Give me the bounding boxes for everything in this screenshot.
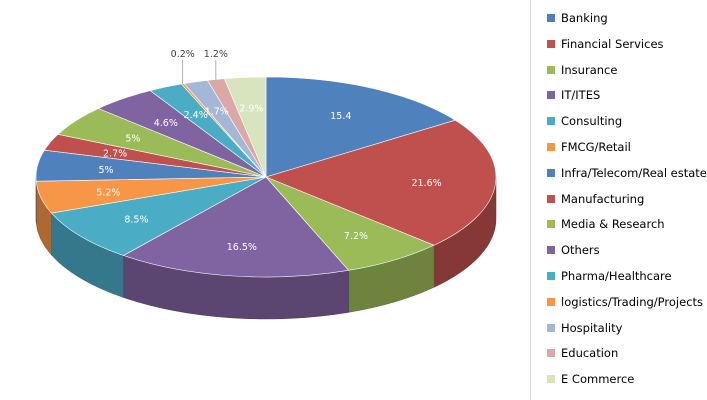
legend-label-infra-telecom-real-estate: Infra/Telecom/Real estate: [561, 165, 707, 180]
legend-item-e-commerce: E Commerce: [547, 370, 634, 388]
legend-label-logistics-trading-projects: logistics/Trading/Projects: [561, 294, 704, 309]
legend-item-infra-telecom-real-estate: Infra/Telecom/Real estate: [547, 164, 707, 182]
legend-label-manufacturing: Manufacturing: [561, 191, 645, 206]
slice-financial-services: [265, 119, 497, 246]
slice-e-commerce: [223, 76, 267, 178]
legend-swatch-banking: [547, 14, 555, 22]
pie-chart-svg: 15.4 21.6% 7.2% 16.5% 8.5% 5.2% 5% 2.7% 5% 4.6% 2.…: [35, 49, 497, 320]
legend-swatch-e-commerce: [547, 375, 555, 384]
legend-item-pharma-healthcare: Pharma/Healthcare: [547, 267, 672, 285]
legend-item-insurance: Insurance: [547, 61, 617, 79]
legend-item-financial-services: Financial Services: [547, 35, 664, 53]
slice-label-it-ites: 16.5%: [227, 242, 257, 253]
slice-label-education: 1.2%: [204, 49, 228, 60]
legend-label-it-ites: IT/ITES: [561, 88, 601, 103]
legend-label-financial-services: Financial Services: [561, 36, 664, 51]
legend-label-pharma-healthcare: Pharma/Healthcare: [561, 269, 672, 283]
legend-label-fmcg-retail: FMCG/Retail: [561, 140, 631, 154]
legend-label-consulting: Consulting: [561, 114, 623, 129]
slice-label-financial-services: 21.6%: [411, 178, 441, 189]
legend-swatch-it-ites: [547, 91, 555, 100]
slice-label-logistics-trading-projects: 0.2%: [171, 49, 195, 60]
pie-slices: [35, 76, 497, 278]
legend-item-manufacturing: Manufacturing: [547, 190, 644, 208]
slice-label-manufacturing: 2.7%: [103, 149, 127, 160]
legend-label-education: Education: [561, 346, 619, 361]
slice-it-ites: [122, 176, 350, 278]
legend-swatch-financial-services: [547, 39, 555, 48]
legend-swatch-manufacturing: [547, 194, 555, 203]
legend-label-hospitality: Hospitality: [561, 320, 623, 335]
legend-label-others: Others: [561, 243, 600, 258]
slice-label-media-research: 5%: [125, 134, 140, 145]
legend-swatch-fmcg-retail: [547, 143, 555, 151]
legend-swatch-logistics-trading-projects: [547, 297, 555, 306]
slice-label-infra-telecom-real-estate: 5%: [99, 165, 114, 176]
legend-swatch-consulting: [547, 117, 555, 126]
legend-label-banking: Banking: [561, 11, 608, 25]
legend-item-education: Education: [547, 344, 618, 362]
legend: Banking Financial Services Insurance IT/ITE…: [530, 0, 707, 400]
slice-consulting: [50, 176, 267, 256]
legend-item-logistics-trading-projects: logistics/Trading/Projects: [547, 293, 703, 311]
slice-label-e-commerce: 2.9%: [239, 103, 263, 114]
legend-item-fmcg-retail: FMCG/Retail: [547, 138, 631, 156]
legend-label-e-commerce: E Commerce: [561, 372, 635, 387]
legend-item-banking: Banking: [547, 9, 608, 27]
slice-insurance: [265, 176, 435, 271]
legend-label-media-research: Media & Research: [561, 217, 665, 232]
legend-swatch-pharma-healthcare: [547, 272, 555, 280]
legend-swatch-others: [547, 246, 555, 255]
legend-swatch-insurance: [547, 65, 555, 74]
slice-label-pharma-healthcare: 2.4%: [184, 110, 208, 121]
slice-label-others: 4.6%: [154, 118, 178, 129]
slice-label-hospitality: 1.7%: [205, 106, 229, 117]
slice-banking: [265, 76, 457, 178]
legend-label-insurance: Insurance: [561, 62, 618, 77]
slice-label-insurance: 7.2%: [344, 231, 368, 242]
slice-label-consulting: 8.5%: [124, 215, 148, 226]
legend-item-others: Others: [547, 241, 600, 259]
legend-item-it-ites: IT/ITES: [547, 86, 600, 104]
legend-swatch-hospitality: [547, 323, 555, 332]
slice-label-banking: 15.4: [330, 111, 351, 122]
legend-item-media-research: Media & Research: [547, 215, 665, 233]
legend-swatch-infra-telecom-real-estate: [547, 168, 555, 177]
slice-label-fmcg-retail: 5.2%: [96, 187, 120, 198]
legend-item-hospitality: Hospitality: [547, 319, 622, 337]
pie-labels: 15.4 21.6% 7.2% 16.5% 8.5% 5.2% 5% 2.7% 5% 4.6% 2.…: [96, 49, 441, 253]
legend-swatch-education: [547, 349, 555, 358]
legend-item-consulting: Consulting: [547, 112, 622, 130]
legend-swatch-media-research: [547, 220, 555, 229]
